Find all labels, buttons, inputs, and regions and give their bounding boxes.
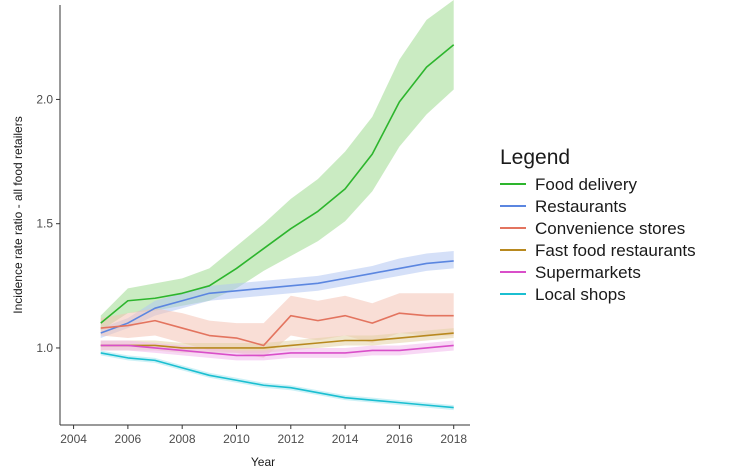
- x-tick-label: 2006: [115, 432, 142, 446]
- legend-title: Legend: [500, 146, 570, 169]
- y-tick-label: 2.0: [36, 92, 53, 106]
- convenience-stores-confidence-band: [100, 293, 454, 358]
- local-shops-legend-label: Local shops: [535, 285, 626, 304]
- fast-food-restaurants-line: [100, 332, 454, 349]
- x-tick-label: 2016: [386, 432, 413, 446]
- food-delivery-legend-label: Food delivery: [535, 175, 638, 194]
- food-delivery-line: [100, 44, 455, 324]
- legend-items: Food delivery Restaurants Convenience stor…: [500, 175, 696, 304]
- x-tick-label: 2014: [332, 432, 359, 446]
- restaurants-confidence-band: [100, 251, 454, 339]
- x-tick-label: 2018: [440, 432, 467, 446]
- supermarkets-line: [100, 344, 454, 357]
- convenience-stores-legend-label: Convenience stores: [535, 219, 685, 238]
- y-tick-label: 1.5: [36, 217, 53, 231]
- legend: Legend Food delivery Restaurants Convenien…: [500, 146, 696, 304]
- y-axis-ticks: 1.0 1.5 2.0: [36, 92, 60, 355]
- x-axis-title: Year: [251, 455, 275, 469]
- convenience-stores-line: [100, 312, 454, 347]
- supermarkets-confidence-band: [100, 340, 454, 361]
- local-shops-line: [100, 352, 454, 409]
- x-tick-label: 2010: [223, 432, 250, 446]
- x-tick-label: 2004: [60, 432, 87, 446]
- x-tick-label: 2008: [169, 432, 196, 446]
- restaurants-line: [100, 260, 454, 334]
- restaurants-legend-label: Restaurants: [535, 197, 627, 216]
- x-tick-label: 2012: [277, 432, 304, 446]
- local-shops-confidence-band: [100, 350, 454, 411]
- y-axis-title: Incidence rate ratio - all food retailer…: [11, 116, 25, 313]
- series-lines: [100, 44, 455, 409]
- supermarkets-legend-label: Supermarkets: [535, 263, 641, 282]
- food-delivery-confidence-band: [100, 0, 454, 331]
- x-axis-ticks: 2004 2006 2008 2010 2012 2014 2016 2018: [60, 425, 467, 446]
- y-tick-label: 1.0: [36, 341, 53, 355]
- fast-food-restaurants-legend-label: Fast food restaurants: [535, 241, 696, 260]
